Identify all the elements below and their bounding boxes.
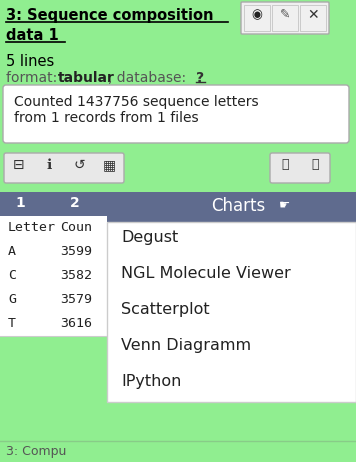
Text: 💬: 💬	[311, 158, 319, 171]
Text: G: G	[8, 293, 16, 306]
Text: ☛: ☛	[279, 199, 290, 212]
Bar	[272, 5, 298, 31]
Text: from 1 records from 1 files: from 1 records from 1 files	[14, 111, 199, 125]
Text: Coun: Coun	[60, 221, 92, 234]
Bar	[107, 192, 356, 222]
Text: IPython: IPython	[121, 374, 181, 389]
Bar	[0, 216, 120, 336]
FancyBboxPatch shape	[241, 2, 329, 34]
Text: tabular: tabular	[58, 71, 115, 85]
Text: format:: format:	[6, 71, 62, 85]
Text: 2: 2	[70, 196, 80, 210]
Text: Scatterplot: Scatterplot	[121, 302, 210, 317]
Text: ◉: ◉	[252, 8, 262, 21]
Text: 3: Compu: 3: Compu	[6, 445, 66, 458]
Text: A: A	[8, 245, 16, 258]
Text: 3616: 3616	[60, 317, 92, 330]
Text: , database:: , database:	[108, 71, 190, 85]
Bar	[244, 5, 270, 31]
Text: Counted 1437756 sequence letters: Counted 1437756 sequence letters	[14, 95, 258, 109]
Text: ✕: ✕	[307, 8, 319, 22]
Text: ↺: ↺	[73, 158, 85, 172]
Text: Charts: Charts	[211, 197, 265, 215]
Text: ▦: ▦	[103, 158, 116, 172]
Bar	[0, 192, 120, 216]
Text: 1: 1	[15, 196, 25, 210]
Text: 3582: 3582	[60, 269, 92, 282]
FancyBboxPatch shape	[4, 153, 124, 183]
Text: Venn Diagramm: Venn Diagramm	[121, 338, 251, 353]
Text: 3599: 3599	[60, 245, 92, 258]
FancyBboxPatch shape	[270, 153, 330, 183]
Text: T: T	[8, 317, 16, 330]
Text: Degust: Degust	[121, 230, 178, 245]
Text: 5 lines: 5 lines	[6, 54, 54, 69]
Text: ?: ?	[196, 71, 204, 85]
Bar	[300, 5, 326, 31]
Text: Letter: Letter	[8, 221, 56, 234]
Text: ✎: ✎	[280, 8, 290, 21]
Text: ⊟: ⊟	[13, 158, 25, 172]
Text: NGL Molecule Viewer: NGL Molecule Viewer	[121, 266, 291, 281]
FancyBboxPatch shape	[3, 85, 349, 143]
Text: 🏷: 🏷	[281, 158, 289, 171]
Text: 3: Sequence composition: 3: Sequence composition	[6, 8, 214, 23]
Bar	[0, 443, 356, 462]
Text: ℹ: ℹ	[46, 158, 52, 172]
Text: data 1: data 1	[6, 28, 59, 43]
Text: 3579: 3579	[60, 293, 92, 306]
Text: C: C	[8, 269, 16, 282]
FancyBboxPatch shape	[107, 222, 356, 402]
